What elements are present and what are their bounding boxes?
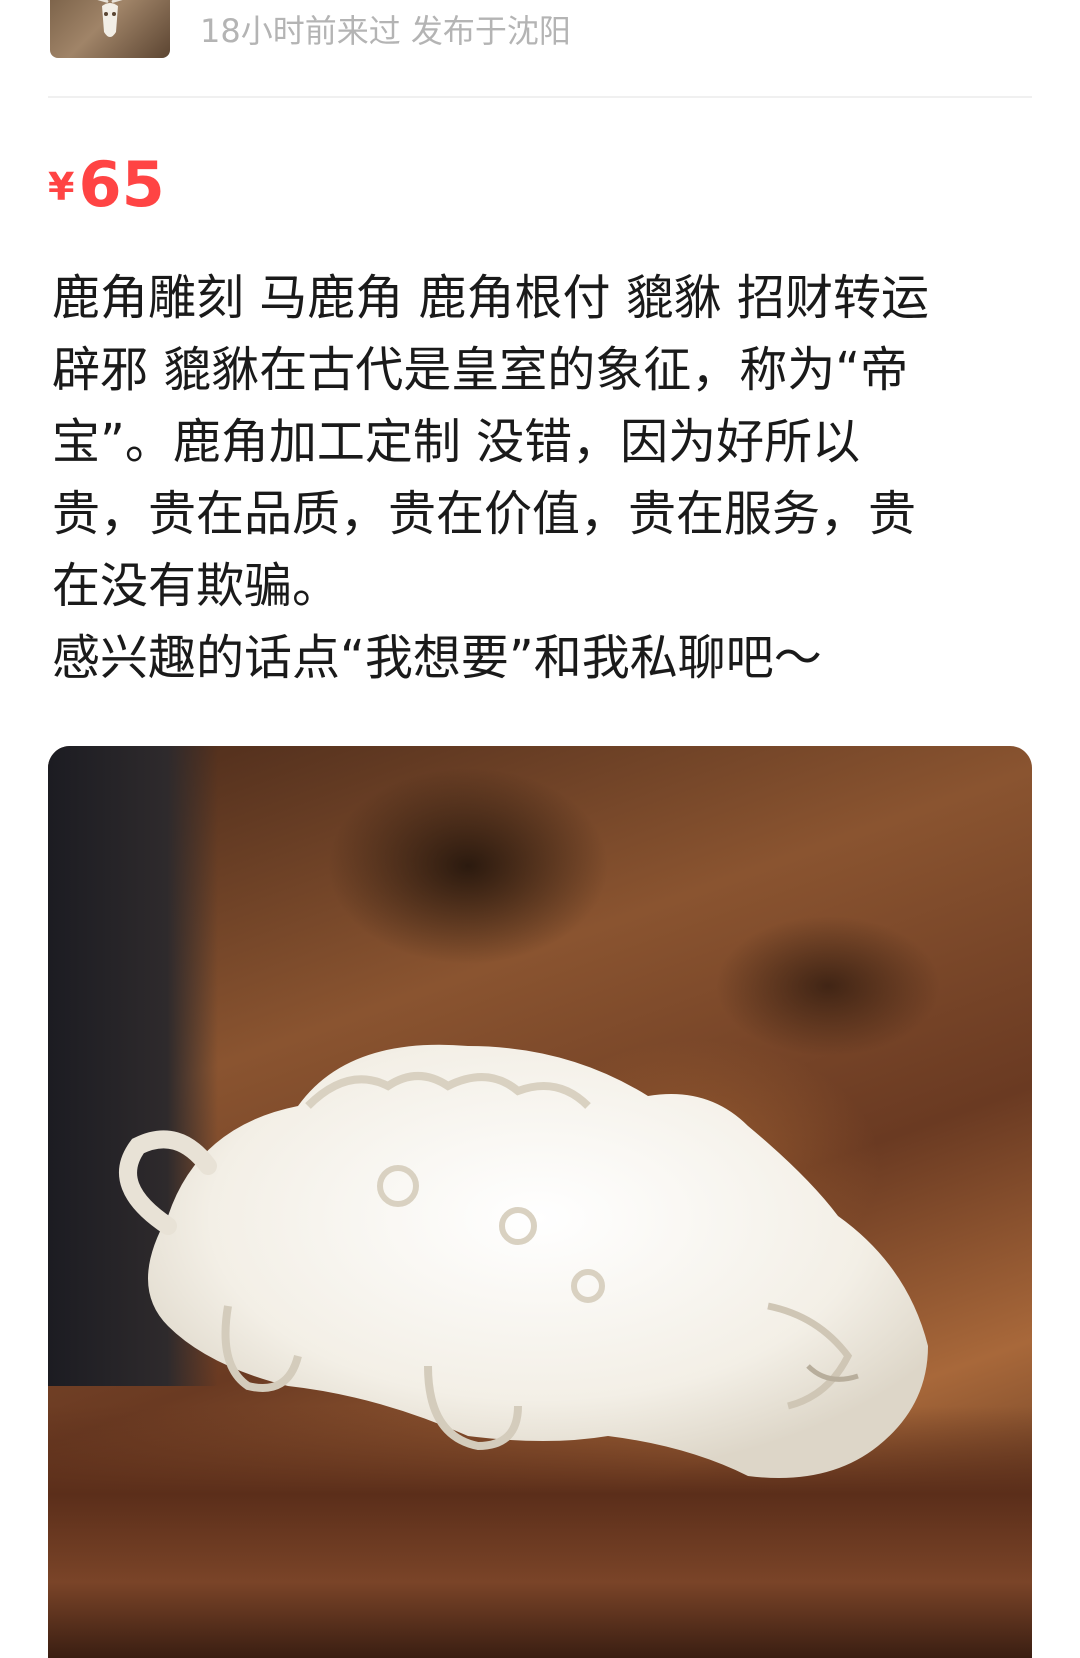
seller-row: 18小时前来过 发布于沈阳 [50,0,1030,60]
description-line: 鹿角雕刻 马鹿角 鹿角根付 貔貅 招财转运 [52,270,930,326]
currency-symbol: ¥ [48,165,75,209]
antler-skull-avatar-icon [97,0,123,37]
description-line: 在没有欺骗。 [52,558,341,614]
price-value: 65 [78,148,165,221]
divider [48,96,1032,98]
description-line: 贵，贵在品质，贵在价值，贵在服务，贵 [52,486,917,542]
pixiu-carving-image [119,1044,928,1478]
description-line: 辟邪 貔貅在古代是皇室的象征，称为“帝 [52,342,909,398]
description-line: 宝”。鹿角加工定制 没错，因为好所以 [52,414,861,470]
seller-meta: 18小时前来过 发布于沈阳 [200,12,571,50]
price: ¥65 [48,148,165,221]
description-line: 感兴趣的话点“我想要”和我私聊吧～ [52,630,822,686]
seller-avatar[interactable] [50,0,170,58]
item-description: 鹿角雕刻 马鹿角 鹿角根付 貔貅 招财转运 辟邪 貔貅在古代是皇室的象征，称为“… [52,262,1027,694]
item-photo[interactable] [48,746,1032,1658]
